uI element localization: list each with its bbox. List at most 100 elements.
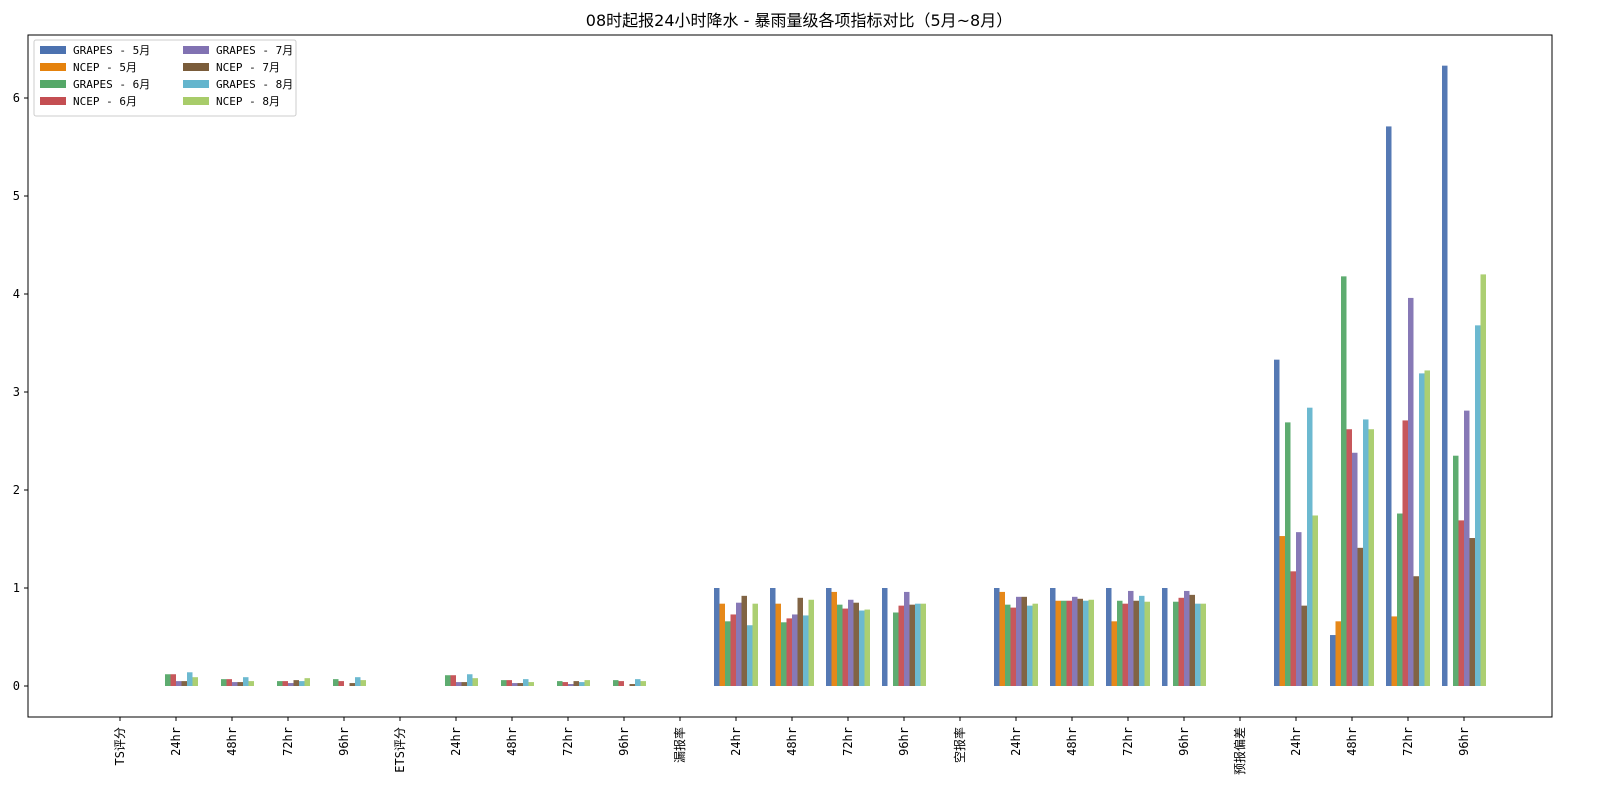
x-tick-label-1: 24hr — [169, 727, 183, 756]
bar-9-5 — [629, 684, 635, 686]
x-tick-label-15: 空报率 — [952, 727, 967, 763]
bar-9-2 — [613, 680, 619, 686]
legend-label-2: GRAPES - 6月 — [73, 78, 150, 91]
bar-7-5 — [517, 683, 523, 686]
x-tick-label-17: 48hr — [1065, 727, 1079, 756]
bar-9-6 — [635, 679, 641, 686]
bar-18-7 — [1144, 601, 1150, 686]
bar-19-4 — [1184, 590, 1190, 686]
legend-swatch-6 — [183, 80, 209, 88]
bar-7-2 — [501, 680, 507, 686]
y-tick-label-3: 3 — [13, 385, 20, 399]
bar-17-1 — [1055, 600, 1061, 686]
bar-6-4 — [456, 682, 462, 686]
bar-2-4 — [232, 682, 238, 686]
bar-17-6 — [1083, 600, 1089, 686]
bar-18-6 — [1139, 595, 1145, 686]
bar-13-6 — [859, 610, 865, 686]
bar-17-2 — [1061, 600, 1067, 686]
bar-2-3 — [226, 679, 232, 686]
y-tick-label-1: 1 — [13, 581, 20, 595]
bar-13-5 — [853, 602, 859, 686]
bar-4-5 — [349, 683, 355, 686]
bar-13-2 — [837, 604, 843, 686]
bar-22-0 — [1330, 635, 1336, 686]
bar-24-5 — [1469, 538, 1475, 686]
bar-8-5 — [573, 681, 579, 686]
legend: GRAPES - 5月 NCEP - 5月 GRAPES - 6月 NCEP - 6月… — [33, 39, 297, 117]
bar-23-2 — [1397, 513, 1403, 686]
x-tick-label-7: 48hr — [505, 727, 519, 756]
bar-4-6 — [355, 677, 361, 686]
y-tick-label-4: 4 — [13, 287, 20, 301]
bar-7-3 — [506, 680, 512, 686]
bar-12-1 — [775, 603, 781, 686]
bar-8-6 — [579, 682, 585, 686]
bar-22-3 — [1346, 429, 1352, 686]
bar-3-7 — [304, 678, 310, 686]
bar-23-1 — [1391, 616, 1397, 686]
bar-12-4 — [792, 614, 798, 686]
bar-7-6 — [523, 679, 529, 686]
bar-18-5 — [1133, 600, 1139, 686]
bar-14-2 — [893, 612, 899, 686]
bar-6-6 — [467, 674, 473, 686]
bar-3-6 — [299, 681, 305, 686]
x-tick-label-8: 72hr — [561, 727, 575, 756]
bar-19-2 — [1173, 601, 1179, 686]
bar-17-0 — [1050, 588, 1056, 686]
bar-6-3 — [450, 675, 456, 686]
legend-swatch-7 — [183, 97, 209, 105]
legend-label-6: GRAPES - 8月 — [216, 78, 293, 91]
x-tick-label-13: 72hr — [841, 727, 855, 756]
legend-swatch-2 — [40, 80, 66, 88]
x-tick-label-0: TS评分 — [113, 727, 127, 765]
bar-2-2 — [221, 679, 227, 686]
chart-title: 08时起报24小时降水 - 暴雨量级各项指标对比（5月~8月） — [586, 11, 1012, 30]
legend-label-0: GRAPES - 5月 — [73, 44, 150, 57]
bar-16-3 — [1010, 607, 1016, 686]
bar-4-3 — [338, 681, 344, 686]
x-tick-label-21: 24hr — [1289, 727, 1303, 756]
bar-23-5 — [1413, 576, 1419, 686]
bar-14-4 — [904, 591, 910, 686]
y-axis: 0 1 2 3 4 5 6 — [13, 91, 28, 693]
y-tick-label-0: 0 — [13, 679, 20, 693]
bar-21-0 — [1274, 359, 1280, 686]
bar-16-2 — [1005, 604, 1011, 686]
bar-21-2 — [1285, 422, 1291, 686]
bar-24-6 — [1475, 325, 1481, 686]
bar-17-3 — [1066, 600, 1072, 686]
bar-16-0 — [994, 588, 1000, 686]
bar-16-6 — [1027, 605, 1033, 686]
bar-16-5 — [1021, 596, 1027, 686]
bar-24-4 — [1464, 410, 1470, 686]
bar-14-5 — [909, 604, 915, 686]
x-tick-label-23: 72hr — [1401, 727, 1415, 756]
legend-label-3: NCEP - 6月 — [73, 95, 137, 108]
bar-3-5 — [293, 680, 299, 686]
bar-13-1 — [831, 591, 837, 686]
bar-23-4 — [1408, 297, 1414, 686]
bar-24-0 — [1442, 65, 1448, 686]
bar-11-7 — [752, 603, 758, 686]
legend-box — [33, 39, 297, 117]
bar-11-6 — [747, 625, 753, 686]
bar-11-4 — [736, 602, 742, 686]
legend-swatch-1 — [40, 63, 66, 71]
bar-2-5 — [237, 682, 243, 686]
bar-6-7 — [472, 678, 478, 686]
bar-8-2 — [557, 681, 563, 686]
bar-17-7 — [1088, 599, 1094, 686]
x-tick-label-2: 48hr — [225, 727, 239, 756]
bar-11-2 — [725, 621, 731, 686]
bar-23-3 — [1402, 420, 1408, 686]
bar-8-4 — [568, 684, 574, 686]
bar-4-2 — [333, 679, 339, 686]
bar-21-3 — [1290, 571, 1296, 686]
bar-13-4 — [848, 599, 854, 686]
bar-12-0 — [770, 588, 776, 686]
bar-12-5 — [797, 597, 803, 686]
x-tick-label-14: 96hr — [897, 727, 911, 756]
x-tick-label-5: ETS评分 — [393, 727, 407, 773]
